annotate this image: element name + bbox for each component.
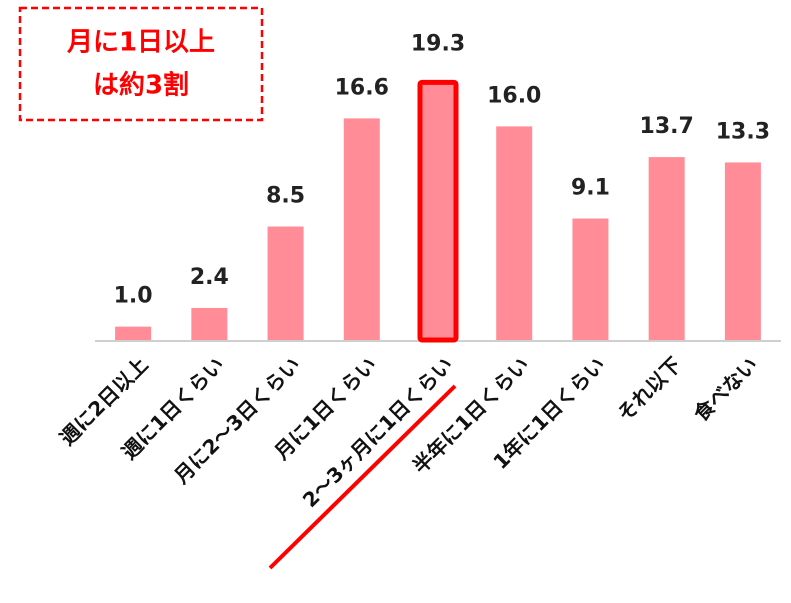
- x-tick-label: 月に2～3日くらい: [169, 352, 305, 488]
- value-label: 13.7: [640, 114, 694, 139]
- value-label: 19.3: [411, 31, 465, 56]
- value-label: 8.5: [266, 184, 305, 209]
- value-label: 1.0: [114, 284, 153, 309]
- bar: [417, 79, 459, 343]
- bar: [267, 226, 304, 340]
- x-tick-label: 2～3ヶ月に1日くらい: [298, 352, 458, 512]
- annotation-box: [18, 6, 264, 122]
- value-label: 13.3: [716, 119, 770, 144]
- value-label: 9.1: [571, 176, 610, 201]
- value-label: 16.6: [335, 75, 389, 100]
- bar: [648, 157, 685, 340]
- bar: [724, 162, 761, 340]
- bar: [115, 326, 152, 340]
- highlight-underline: [268, 384, 457, 570]
- value-label: 16.0: [487, 83, 541, 108]
- x-tick-label: 食べない: [689, 352, 763, 426]
- bar: [572, 218, 609, 340]
- value-label: 2.4: [190, 265, 229, 290]
- annotation-line: は約3割: [93, 70, 189, 101]
- bar: [343, 118, 380, 340]
- bar: [191, 307, 228, 340]
- annotation-line: 月に1日以上: [66, 28, 215, 58]
- x-tick-label: それ以下: [613, 352, 687, 426]
- bar: [496, 126, 533, 341]
